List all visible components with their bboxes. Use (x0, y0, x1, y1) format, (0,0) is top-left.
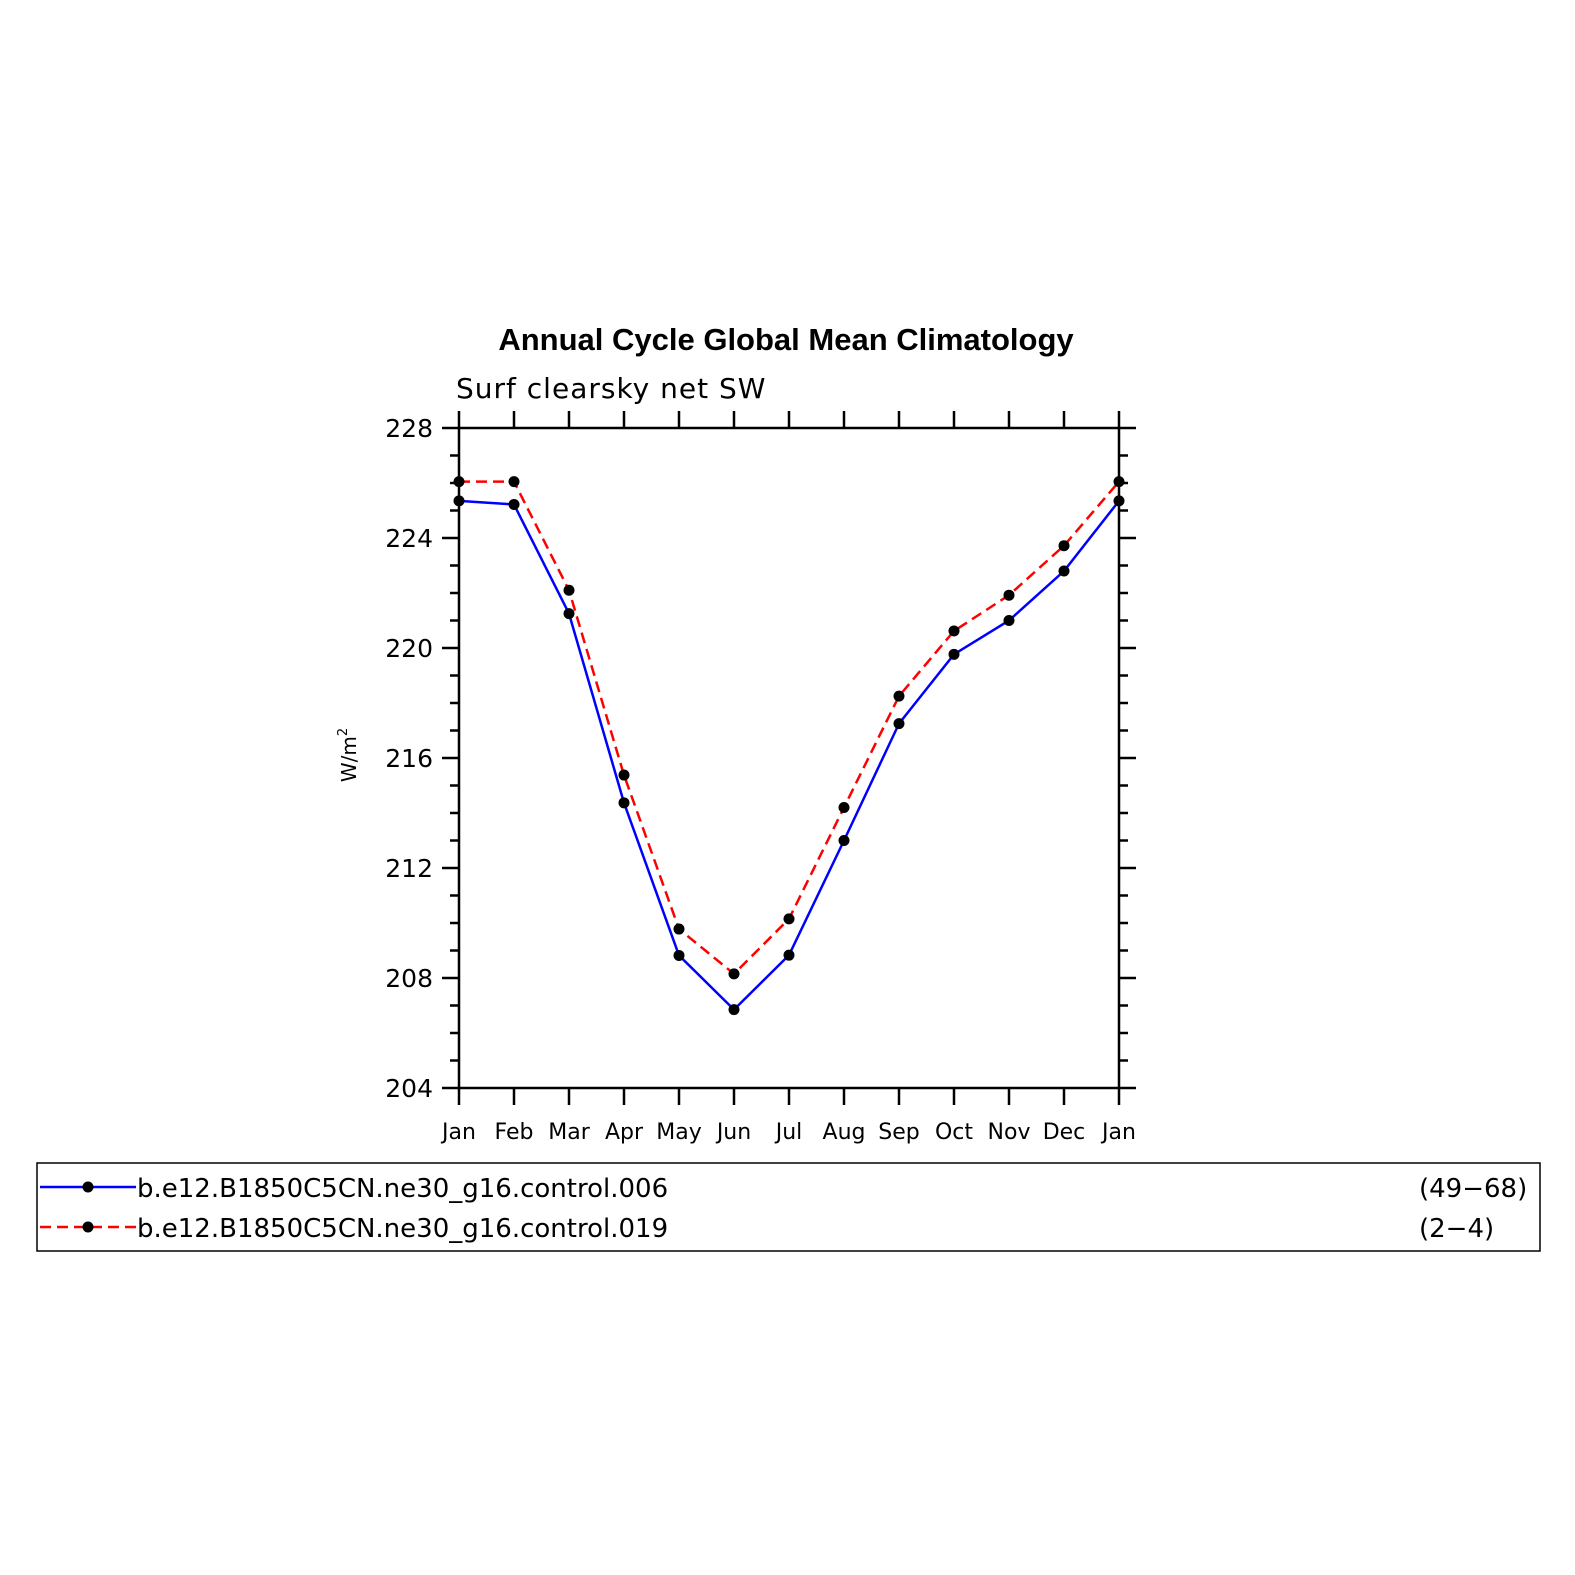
data-point-series-2 (1003, 589, 1015, 601)
data-point-series-2 (1113, 476, 1125, 488)
data-point-series-1 (1113, 495, 1125, 507)
y-tick-label: 220 (385, 634, 433, 663)
data-point-series-1 (673, 949, 685, 961)
data-point-series-1 (508, 498, 520, 510)
x-tick-label: Apr (605, 1120, 644, 1145)
legend-label-2: b.e12.B1850C5CN.ne30_g16.control.019 (137, 1214, 668, 1244)
x-tick-label: Mar (548, 1120, 590, 1145)
chart-subtitle: Surf clearsky net SW (456, 372, 766, 405)
x-tick-label: Dec (1043, 1120, 1086, 1145)
data-point-series-1 (618, 797, 630, 809)
data-point-series-2 (838, 802, 850, 813)
data-point-series-2 (673, 923, 685, 935)
data-point-series-1 (783, 949, 795, 961)
legend-marker-1 (82, 1181, 94, 1193)
data-point-series-1 (838, 835, 850, 846)
x-tick-label: Jul (774, 1120, 803, 1145)
y-axis-label: W/m2 (336, 728, 361, 782)
x-tick-label: Jun (715, 1120, 751, 1145)
data-point-series-2 (783, 913, 795, 925)
plot-frame (457, 426, 1121, 1090)
data-point-series-2 (508, 476, 520, 488)
data-point-series-1 (1058, 565, 1070, 577)
legend-years-2: (2−4) (1419, 1214, 1494, 1244)
y-axis-label-text: W/m (337, 736, 361, 782)
data-point-series-2 (563, 584, 575, 596)
data-point-series-2 (728, 968, 740, 980)
data-point-series-1 (728, 1004, 740, 1016)
x-tick-label: Feb (495, 1120, 534, 1145)
x-tick-label: Nov (988, 1120, 1031, 1145)
x-tick-label: May (656, 1120, 701, 1145)
x-tick-label: Sep (878, 1120, 919, 1145)
data-point-series-2 (948, 625, 960, 637)
data-point-series-2 (893, 690, 905, 702)
y-tick-label: 208 (385, 964, 433, 993)
chart-title: Annual Cycle Global Mean Climatology (498, 322, 1074, 357)
data-point-series-2 (618, 769, 630, 781)
data-point-series-1 (893, 718, 905, 730)
y-axis-label-superscript: 2 (336, 728, 351, 736)
legend-label-1: b.e12.B1850C5CN.ne30_g16.control.006 (137, 1174, 668, 1204)
x-tick-label: Oct (935, 1120, 973, 1145)
data-point-series-2 (453, 476, 465, 488)
y-tick-label: 212 (385, 854, 433, 883)
data-point-series-2 (1058, 540, 1070, 552)
y-tick-label: 228 (385, 414, 433, 443)
x-tick-label: Aug (823, 1120, 866, 1145)
axes: 204 208 212 216 220 224 228 Jan Feb Mar Apr May Jun J… (385, 411, 1136, 1145)
legend-years-1: (49−68) (1419, 1174, 1527, 1204)
legend: b.e12.B1850C5CN.ne30_g16.control.006 (49−… (36, 1162, 1541, 1252)
data-point-series-1 (948, 648, 960, 660)
legend-box (36, 1162, 1541, 1252)
x-tick-label: Jan (1100, 1120, 1136, 1145)
series-line-1 (458, 499, 1120, 1012)
y-tick-label: 204 (385, 1074, 433, 1103)
legend-marker-2 (82, 1221, 94, 1233)
series-layer (453, 476, 1125, 1016)
x-tick-label: Jan (440, 1120, 476, 1145)
data-point-series-1 (453, 495, 465, 507)
y-tick-label: 216 (385, 744, 433, 773)
data-point-series-1 (563, 608, 575, 620)
series-line-2 (459, 480, 1120, 976)
data-point-series-1 (1003, 615, 1015, 626)
y-tick-label: 224 (385, 524, 433, 553)
